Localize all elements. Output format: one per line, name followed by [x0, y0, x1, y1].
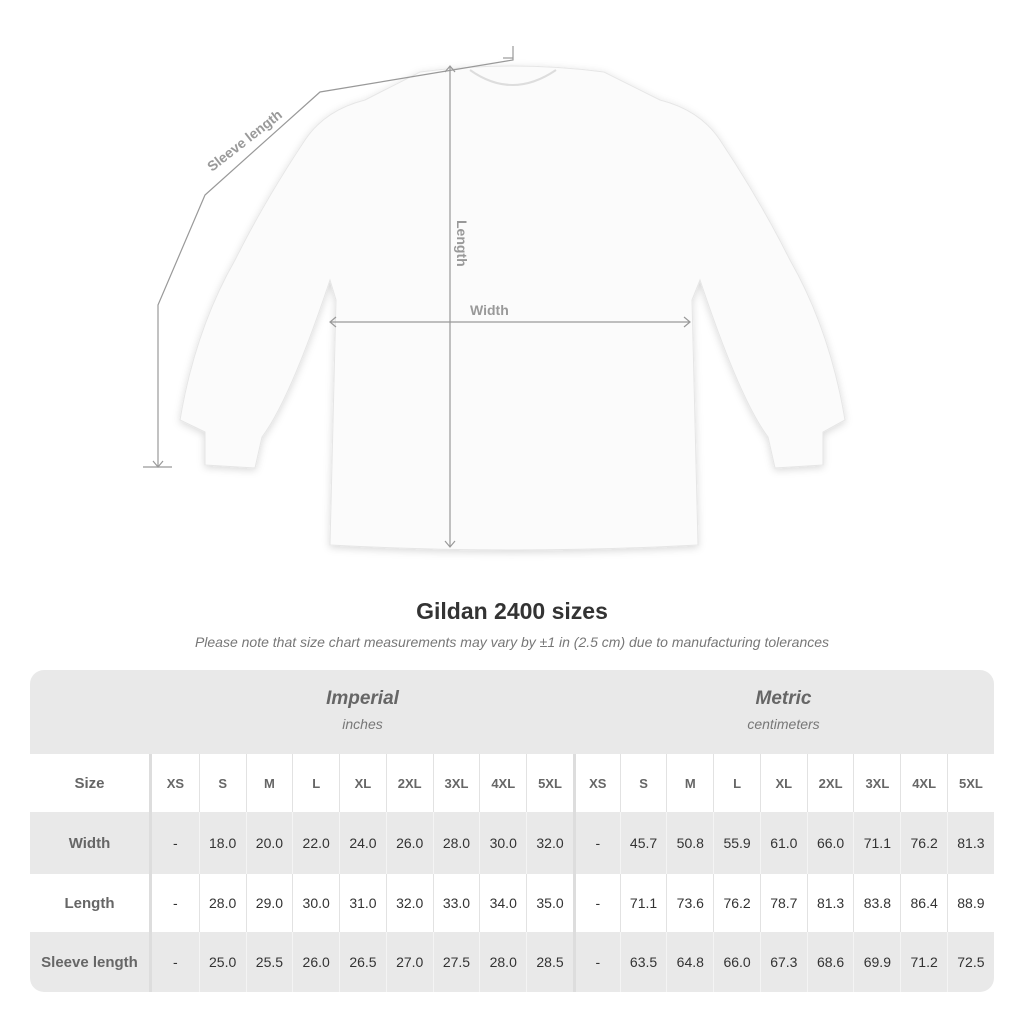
table-cell: L: [713, 754, 760, 812]
size-table: Imperial inches Metric centimeters Size X…: [30, 670, 994, 992]
table-cell: 30.0: [479, 812, 526, 874]
table-cell: 61.0: [759, 812, 807, 874]
table-cell: 69.9: [853, 932, 900, 992]
table-cell: 33.0: [432, 874, 480, 932]
table-cell: 5XL: [947, 754, 994, 812]
table-cell: 68.6: [806, 932, 854, 992]
table-cell: 72.5: [947, 932, 994, 992]
table-cell: -: [173, 954, 178, 970]
table-cell: 26.0: [292, 932, 339, 992]
row-label: Width: [30, 812, 152, 874]
table-cell: 71.1: [853, 812, 900, 874]
table-cell: 55.9: [713, 812, 760, 874]
table-cell: 45.7: [619, 812, 667, 874]
table-cell: 25.0: [198, 932, 246, 992]
table-cell: 32.0: [526, 812, 573, 874]
table-cell: 26.0: [385, 812, 433, 874]
table-cell: 64.8: [666, 932, 713, 992]
table-cell: XL: [759, 754, 807, 812]
length-label: Length: [454, 220, 470, 267]
table-cell: 25.5: [245, 932, 293, 992]
imperial-group: Imperial inches: [152, 688, 573, 732]
table-cell: XS: [166, 775, 185, 791]
table-cell: 71.1: [619, 874, 667, 932]
table-cell: 31.0: [339, 874, 386, 932]
table-cell: M: [666, 754, 713, 812]
metric-title: Metric: [755, 688, 812, 709]
sleeve-label: Sleeve length: [204, 106, 285, 174]
metric-group: Metric centimeters: [573, 688, 994, 732]
table-cell: 4XL: [900, 754, 947, 812]
table-cell: -: [572, 874, 620, 932]
table-cell: S: [198, 754, 246, 812]
table-cell: 83.8: [853, 874, 900, 932]
width-label: Width: [470, 302, 509, 318]
table-cell: 2XL: [385, 754, 433, 812]
table-row: Sleeve length -25.0 25.5 26.0 26.5 27.0 27.5 28…: [30, 932, 994, 992]
table-cell: 86.4: [900, 874, 947, 932]
table-cell: S: [619, 754, 667, 812]
table-cell: 28.5: [526, 932, 573, 992]
row-label: Size: [30, 754, 152, 812]
table-cell: 78.7: [759, 874, 807, 932]
table-cell: L: [292, 754, 339, 812]
imperial-title: Imperial: [326, 688, 399, 709]
table-cell: 32.0: [385, 874, 433, 932]
table-cell: 22.0: [292, 812, 339, 874]
table-cell: 81.3: [806, 874, 854, 932]
table-cell: 28.0: [479, 932, 526, 992]
table-cell: 27.5: [432, 932, 480, 992]
table-cell: 28.0: [198, 874, 246, 932]
table-cell: 81.3: [947, 812, 994, 874]
table-cell: -: [173, 835, 178, 851]
table-group-header: Imperial inches Metric centimeters: [30, 670, 994, 754]
table-cell: -: [572, 932, 620, 992]
table-cell: 20.0: [245, 812, 293, 874]
table-cell: 2XL: [806, 754, 854, 812]
table-cell: 88.9: [947, 874, 994, 932]
table-row: Length -28.0 29.0 30.0 31.0 32.0 33.0 34.0 35.0-…: [30, 874, 994, 932]
table-cell: 29.0: [245, 874, 293, 932]
table-cell: 73.6: [666, 874, 713, 932]
table-cell: 35.0: [526, 874, 573, 932]
shirt-diagram: Sleeve length Length Width: [143, 46, 846, 551]
table-cell: -: [173, 895, 178, 911]
table-cell: 66.0: [806, 812, 854, 874]
table-row: Width -18.0 20.0 22.0 24.0 26.0 28.0 30.0 32.0-4…: [30, 812, 994, 874]
table-cell: M: [245, 754, 293, 812]
table-cell: 28.0: [432, 812, 480, 874]
table-cell: XS: [572, 754, 620, 812]
table-cell: 26.5: [339, 932, 386, 992]
table-cell: 24.0: [339, 812, 386, 874]
table-cell: 3XL: [432, 754, 480, 812]
table-cell: 63.5: [619, 932, 667, 992]
tolerance-note: Please note that size chart measurements…: [194, 634, 830, 650]
table-cell: XL: [339, 754, 386, 812]
table-cell: 3XL: [853, 754, 900, 812]
metric-unit: centimeters: [747, 716, 820, 732]
table-cell: 50.8: [666, 812, 713, 874]
table-cell: 4XL: [479, 754, 526, 812]
table-cell: 27.0: [385, 932, 433, 992]
long-sleeve-shirt: [179, 65, 846, 551]
imperial-unit: inches: [342, 716, 383, 732]
row-label: Length: [30, 874, 152, 932]
table-cell: 66.0: [713, 932, 760, 992]
table-cell: 71.2: [900, 932, 947, 992]
table-cell: 76.2: [900, 812, 947, 874]
table-cell: 67.3: [759, 932, 807, 992]
table-cell: 76.2: [713, 874, 760, 932]
table-cell: 18.0: [198, 812, 246, 874]
table-cell: 5XL: [526, 754, 573, 812]
page-title: Gildan 2400 sizes: [416, 598, 608, 624]
table-cell: 30.0: [292, 874, 339, 932]
table-cell: -: [572, 812, 620, 874]
row-label: Sleeve length: [30, 932, 152, 992]
size-header-row: Size XS S M L XL 2XL 3XL 4XL 5XL XS S M L XL 2XL 3XL 4XL 5…: [30, 754, 994, 812]
table-cell: 34.0: [479, 874, 526, 932]
